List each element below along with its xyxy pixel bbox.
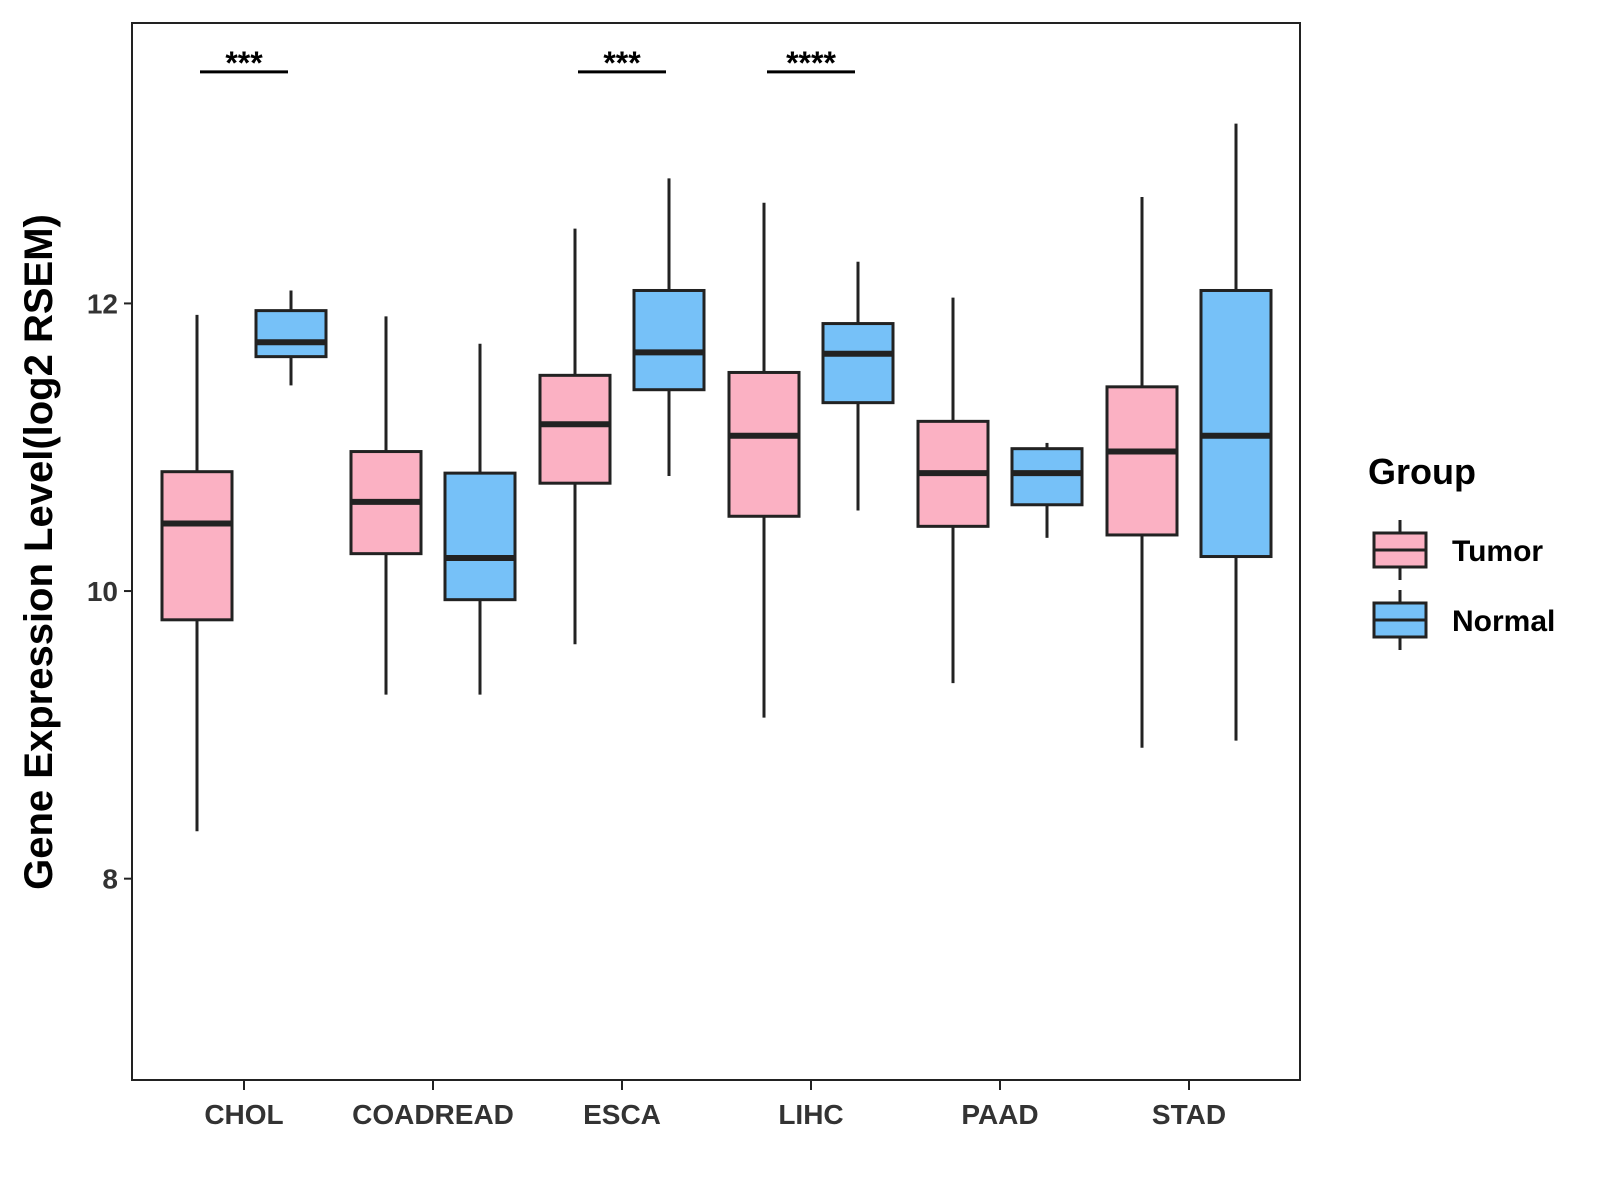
legend-title: Group [1368, 451, 1476, 492]
x-tick-label-stad: STAD [1152, 1099, 1226, 1130]
legend-item-normal: Normal [1372, 590, 1555, 650]
box-tumor-esca [538, 228, 612, 645]
x-tick-label-esca: ESCA [583, 1099, 661, 1130]
y-tick-label-8: 8 [102, 864, 118, 895]
plot-panel [131, 22, 1301, 1081]
box-normal-coadread [443, 343, 517, 695]
x-tick-label-chol: CHOL [204, 1099, 283, 1130]
legend-item-tumor: Tumor [1372, 520, 1543, 580]
box-normal-stad [1199, 123, 1273, 741]
box-body [254, 309, 328, 359]
x-tick-label-coadread: COADREAD [352, 1099, 514, 1130]
significance-label: *** [603, 45, 641, 81]
significance-label: *** [225, 45, 263, 81]
y-tick-label-10: 10 [87, 576, 118, 607]
box-tumor-stad [1105, 197, 1179, 748]
box-normal-paad [1010, 442, 1084, 538]
significance-esca: *** [578, 45, 666, 81]
y-tick-label-12: 12 [87, 288, 118, 319]
box-body [727, 370, 801, 518]
box-normal-chol [254, 290, 328, 386]
box-body [1105, 385, 1179, 537]
box-body [160, 470, 234, 622]
legend-label-normal: Normal [1452, 605, 1555, 638]
significance-label: **** [786, 45, 836, 81]
box-tumor-lihc [727, 202, 801, 718]
box-tumor-coadread [349, 316, 423, 695]
box-body [1010, 447, 1084, 507]
box-normal-esca [632, 178, 706, 476]
x-axis: CHOL COADREAD ESCA LIHC PAAD STAD [204, 1080, 1226, 1130]
box-body [538, 373, 612, 485]
y-axis: 8 10 12 [87, 288, 132, 895]
legend-label-tumor: Tumor [1452, 535, 1543, 568]
box-body [632, 288, 706, 392]
boxes [160, 123, 1273, 832]
significance-chol: *** [200, 45, 288, 81]
panel-border [131, 22, 1301, 1081]
box-normal-lihc [821, 261, 895, 511]
significance-annotations: *** *** **** [200, 45, 855, 81]
x-tick-label-lihc: LIHC [778, 1099, 843, 1130]
significance-lihc: **** [767, 45, 855, 81]
y-axis-title: Gene Expression Level(log2 RSEM) [17, 214, 61, 890]
box-tumor-chol [160, 314, 234, 832]
box-body [821, 322, 895, 405]
x-tick-label-paad: PAAD [961, 1099, 1038, 1130]
box-tumor-paad [916, 297, 990, 684]
box-body [443, 471, 517, 602]
box-body [1199, 288, 1273, 559]
legend: Group Tumor Normal [1368, 451, 1555, 650]
